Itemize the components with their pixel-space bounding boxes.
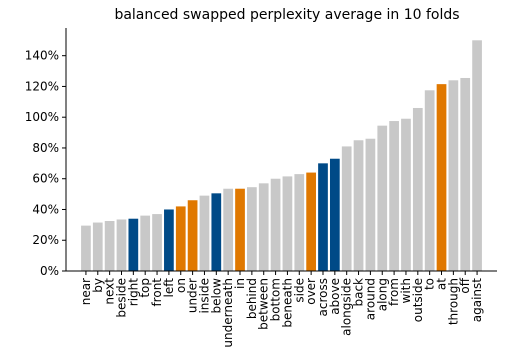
x-tick-label: across bbox=[316, 278, 330, 316]
bar-over bbox=[306, 172, 316, 271]
x-tick-label: around bbox=[363, 278, 377, 320]
x-tick-label: above bbox=[328, 278, 342, 315]
y-tick-label: 80% bbox=[32, 141, 59, 155]
x-tick-label: along bbox=[375, 278, 389, 311]
y-tick-label: 40% bbox=[32, 202, 59, 216]
x-tick-label: inside bbox=[197, 278, 211, 314]
x-tick-label: off bbox=[458, 277, 472, 293]
bar-near bbox=[81, 225, 91, 271]
x-tick-label: underneath bbox=[221, 278, 235, 348]
x-tick-label: bottom bbox=[269, 278, 283, 321]
bar-back bbox=[353, 140, 364, 271]
bar-side bbox=[294, 174, 305, 271]
bar-off bbox=[460, 77, 471, 271]
x-tick-label: on bbox=[174, 278, 188, 293]
bar-below bbox=[211, 193, 222, 271]
x-tick-label: front bbox=[150, 278, 164, 307]
bar-above bbox=[329, 158, 340, 271]
bar-bottom bbox=[270, 178, 281, 271]
x-tick-label: over bbox=[304, 278, 318, 305]
y-axis: 0% 20% 40% 60% 80% 100% 120% 140% bbox=[25, 28, 67, 278]
x-tick-label: by bbox=[91, 278, 105, 293]
y-tick-label: 100% bbox=[25, 110, 59, 124]
x-tick-label: right bbox=[126, 278, 140, 306]
x-tick-label: against bbox=[470, 278, 484, 323]
y-tick-label: 0% bbox=[40, 264, 59, 278]
y-tick-label: 60% bbox=[32, 172, 59, 186]
x-tick-label: outside bbox=[411, 278, 425, 322]
x-tick-label: at bbox=[435, 278, 449, 290]
bar-around bbox=[365, 138, 376, 271]
bar-along bbox=[377, 125, 388, 271]
bar-between bbox=[258, 183, 269, 271]
bar-through bbox=[448, 80, 459, 271]
bar-next bbox=[104, 221, 115, 271]
x-tick-label: alongside bbox=[340, 278, 354, 336]
x-tick-label: with bbox=[399, 278, 413, 303]
bar-against bbox=[472, 40, 482, 271]
bar-with bbox=[401, 118, 411, 272]
bar-from bbox=[389, 121, 399, 271]
x-tick-label: through bbox=[446, 278, 460, 325]
chart-title: balanced swapped perplexity average in 1… bbox=[114, 7, 459, 23]
x-tick-label: next bbox=[103, 278, 117, 305]
bar-in bbox=[235, 188, 245, 271]
bar-front bbox=[152, 214, 162, 271]
x-tick-label: beneath bbox=[280, 278, 294, 328]
bar-alongside bbox=[341, 146, 352, 271]
bars-group bbox=[81, 40, 482, 272]
x-tick-label: in bbox=[233, 278, 247, 289]
y-tick-label: 120% bbox=[25, 79, 59, 93]
x-tick-label: left bbox=[162, 278, 176, 298]
x-tick-label: beside bbox=[114, 278, 128, 318]
x-tick-label: from bbox=[387, 278, 401, 306]
x-tick-label: side bbox=[292, 278, 306, 303]
bar-top bbox=[140, 215, 151, 271]
bar-across bbox=[318, 163, 328, 271]
x-tick-label: behind bbox=[245, 278, 259, 319]
bar-outside bbox=[412, 107, 423, 271]
y-tick-label: 140% bbox=[25, 49, 59, 63]
x-tick-label: near bbox=[79, 278, 93, 305]
bar-beside bbox=[116, 219, 127, 271]
bar-left bbox=[164, 209, 174, 271]
y-tick-label: 20% bbox=[32, 233, 59, 247]
bar-on bbox=[175, 206, 186, 271]
bar-underneath bbox=[223, 188, 234, 271]
bar-beneath bbox=[282, 176, 293, 271]
x-tick-label: below bbox=[209, 278, 223, 314]
bar-under bbox=[187, 200, 198, 271]
bar-inside bbox=[199, 195, 210, 271]
bar-to bbox=[424, 90, 435, 271]
x-tick-label: to bbox=[423, 278, 437, 290]
x-tick-label: top bbox=[138, 278, 152, 298]
x-axis: nearbynextbesiderighttopfrontleftonunder… bbox=[66, 270, 497, 348]
x-tick-label: back bbox=[352, 278, 366, 307]
bar-by bbox=[92, 222, 103, 271]
bar-at bbox=[436, 84, 447, 271]
x-tick-label: between bbox=[257, 278, 271, 330]
bar-right bbox=[128, 218, 139, 271]
bar-behind bbox=[247, 187, 257, 271]
x-tick-label: under bbox=[186, 278, 200, 313]
